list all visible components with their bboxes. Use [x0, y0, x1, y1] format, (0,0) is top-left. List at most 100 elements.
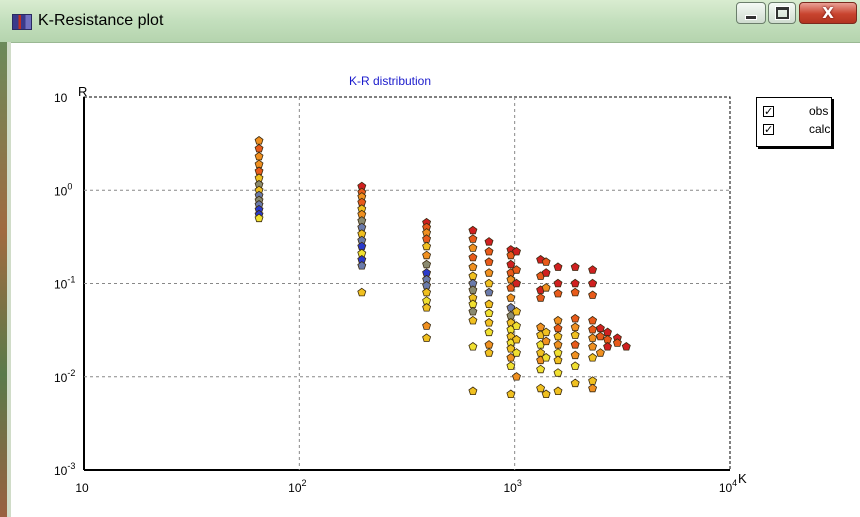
data-point — [553, 331, 563, 341]
y-tick-label: 10-3 — [54, 461, 75, 478]
legend-item-obs[interactable]: ✓ obs — [763, 104, 828, 118]
data-point — [422, 287, 432, 297]
data-point — [541, 268, 551, 277]
x-tick-label: 10 — [75, 481, 89, 495]
title-bar: K-Resistance plot X — [0, 0, 860, 43]
checkbox-calc[interactable]: ✓ — [763, 122, 774, 136]
data-point — [553, 262, 563, 271]
data-point — [468, 234, 478, 243]
data-point — [422, 259, 432, 269]
data-point — [570, 313, 580, 323]
data-point — [484, 340, 494, 349]
data-point — [468, 225, 478, 235]
data-point — [506, 293, 516, 302]
data-point — [588, 315, 598, 325]
data-point — [612, 338, 622, 347]
y-axis-label: R — [78, 84, 87, 99]
data-points — [254, 136, 631, 399]
data-point — [468, 252, 478, 262]
checkbox-obs[interactable]: ✓ — [763, 104, 774, 118]
data-point — [603, 342, 612, 351]
data-point — [570, 361, 580, 370]
data-point — [512, 334, 521, 344]
data-point — [484, 268, 494, 277]
data-point — [468, 262, 478, 271]
data-point — [506, 389, 516, 399]
data-point — [506, 303, 516, 312]
window-title: K-Resistance plot — [38, 12, 164, 29]
data-point — [484, 237, 494, 246]
data-point — [468, 315, 478, 325]
data-point — [512, 246, 521, 256]
data-point — [570, 287, 580, 297]
legend-label-calc: calc — [809, 122, 831, 136]
data-point — [506, 344, 516, 353]
data-point — [588, 290, 598, 299]
data-point — [468, 342, 478, 351]
app-icon — [12, 14, 32, 30]
data-point — [541, 257, 551, 266]
data-point — [512, 265, 521, 274]
y-tick-label: 10-1 — [54, 275, 75, 292]
data-point — [468, 386, 478, 396]
data-point — [541, 283, 551, 292]
data-point — [588, 383, 598, 393]
data-point — [468, 243, 478, 252]
data-point — [422, 241, 432, 251]
close-button[interactable]: X — [799, 2, 857, 24]
data-point — [588, 324, 598, 334]
data-point — [484, 327, 494, 337]
data-point — [553, 278, 563, 288]
data-point — [254, 213, 264, 223]
data-point — [512, 372, 521, 381]
maximize-icon — [775, 7, 789, 19]
data-point — [512, 348, 521, 357]
window-frame — [7, 42, 11, 517]
data-point — [536, 383, 546, 393]
data-point — [422, 250, 432, 260]
data-point — [570, 378, 580, 388]
data-point — [553, 368, 563, 377]
x-axis-label: K — [738, 471, 747, 486]
data-point — [512, 306, 521, 316]
data-point — [541, 353, 551, 362]
data-point — [422, 321, 432, 330]
data-point — [484, 318, 494, 327]
data-point — [570, 330, 580, 339]
data-point — [595, 323, 605, 333]
data-point — [595, 348, 605, 357]
x-tick-label: 104 — [719, 478, 737, 495]
data-point — [570, 340, 580, 349]
data-point — [484, 287, 494, 297]
data-point — [553, 288, 563, 298]
data-point — [484, 246, 494, 256]
minimize-icon — [745, 14, 757, 20]
legend-label-obs: obs — [809, 104, 829, 118]
data-point — [484, 278, 494, 288]
data-point — [553, 386, 563, 396]
data-point — [506, 259, 516, 269]
x-tick-label: 102 — [288, 478, 306, 495]
data-point — [357, 261, 367, 270]
data-point — [541, 336, 551, 346]
window-left-edge — [0, 42, 7, 517]
legend-item-calc[interactable]: ✓ calc — [763, 122, 830, 136]
data-point — [588, 278, 598, 288]
data-point — [422, 303, 432, 312]
data-point — [588, 333, 598, 342]
data-point — [357, 287, 367, 297]
data-point — [570, 262, 580, 271]
x-tick-label: 103 — [503, 478, 521, 495]
data-point — [553, 355, 563, 365]
data-point — [588, 353, 598, 362]
plot-area: K-R distribution R K 10 102 103 104 10-3 10-2… — [54, 74, 747, 495]
y-tick-label: 100 — [54, 181, 72, 198]
minimize-button[interactable] — [736, 2, 766, 24]
data-point — [512, 321, 521, 330]
y-tick-label: 10-2 — [54, 368, 75, 385]
data-point — [506, 274, 516, 284]
data-point — [570, 278, 580, 288]
data-point — [536, 293, 546, 302]
maximize-button[interactable] — [768, 2, 796, 24]
data-point — [588, 342, 598, 351]
